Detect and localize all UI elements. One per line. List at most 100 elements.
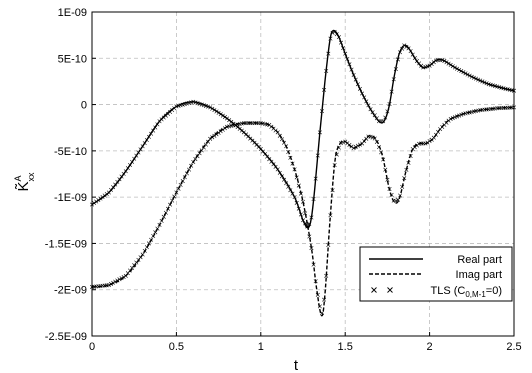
tls-marker (132, 263, 137, 268)
tls-marker (366, 103, 371, 108)
tls-marker (121, 274, 126, 280)
tls-marker (387, 187, 392, 192)
tls-marker (113, 182, 118, 187)
legend-imag-label: Imag part (456, 269, 502, 281)
tls-marker (347, 62, 352, 67)
tls-marker (353, 77, 358, 82)
tls-marker (111, 185, 116, 190)
tls-marker (343, 51, 348, 56)
tls-marker (296, 183, 301, 188)
tls-marker (484, 81, 489, 86)
tls-marker (379, 150, 384, 155)
tls-marker (370, 110, 375, 115)
tls-marker (117, 177, 122, 182)
tls-marker (355, 143, 360, 148)
tls-marker (374, 116, 379, 121)
tls-marker (383, 115, 388, 120)
tls-marker (149, 131, 154, 136)
tls-marker (119, 174, 124, 179)
legend-box (359, 246, 513, 302)
tls-marker (305, 222, 310, 227)
tls-marker (326, 242, 331, 247)
tls-marker (452, 115, 457, 120)
tls-marker (106, 190, 111, 195)
tls-marker (161, 214, 166, 219)
tls-marker (349, 67, 354, 72)
tls-marker (313, 279, 318, 284)
tls-marker (142, 248, 147, 253)
tls-marker (119, 276, 124, 281)
tls-marker (123, 273, 128, 278)
tls-marker (127, 268, 132, 273)
tls-marker (480, 79, 485, 84)
legend-tls-sub: 0,M-1 (465, 290, 486, 299)
tls-marker (199, 148, 204, 153)
tls-marker (191, 159, 196, 164)
tls-marker (336, 145, 341, 150)
tls-marker (444, 60, 449, 65)
tls-marker (296, 206, 301, 211)
tls-marker (115, 278, 120, 283)
tls-marker (286, 149, 291, 155)
tls-marker (123, 169, 128, 174)
tls-marker (427, 139, 432, 144)
legend-markers (371, 287, 393, 293)
tls-marker (347, 142, 352, 147)
tls-marker (391, 77, 396, 82)
tls-marker (212, 108, 217, 113)
y-tick-label: -5E-10 (54, 146, 87, 158)
tls-marker (92, 201, 97, 206)
tls-marker (341, 46, 346, 51)
tls-marker (410, 52, 415, 57)
tls-marker (402, 43, 407, 48)
tls-marker (455, 66, 460, 71)
tls-marker (338, 40, 343, 45)
tls-marker (279, 137, 284, 142)
tls-marker (115, 179, 120, 184)
tls-marker (322, 87, 327, 92)
tls-marker (452, 65, 457, 70)
tls-marker (155, 122, 160, 127)
tls-marker (218, 129, 223, 134)
tls-marker (290, 191, 295, 196)
x-tick-label: 1 (258, 341, 264, 353)
tls-marker (330, 30, 335, 35)
tls-marker (457, 113, 462, 118)
tls-marker (151, 234, 156, 239)
tls-marker (406, 160, 411, 165)
tls-marker (284, 181, 289, 186)
tls-marker (144, 137, 149, 142)
tls-marker (222, 126, 227, 131)
tls-marker (307, 234, 312, 239)
tls-marker (395, 57, 400, 62)
tls-marker (125, 271, 130, 276)
tls-marker (328, 213, 333, 218)
tls-marker (130, 265, 135, 270)
tls-marker (383, 167, 388, 172)
y-tick-label: -2.5E-09 (45, 331, 87, 343)
tls-marker (208, 136, 213, 141)
tls-marker (385, 109, 390, 114)
tls-marker (155, 226, 160, 231)
tls-marker (300, 199, 306, 204)
tls-marker (474, 76, 479, 81)
tls-marker (163, 210, 168, 215)
tls-marker (305, 224, 310, 229)
tls-marker (362, 95, 367, 100)
tls-marker (275, 130, 280, 135)
x-tick-label: 0.5 (169, 341, 184, 353)
tls-marker (355, 82, 360, 87)
tls-marker (343, 139, 348, 144)
tls-marker (174, 190, 179, 195)
legend-tls-marker (387, 287, 393, 293)
tls-marker (334, 152, 339, 157)
tls-marker (400, 184, 405, 189)
tls-marker (425, 140, 430, 145)
tls-marker (178, 182, 183, 187)
tls-marker (324, 68, 329, 74)
tls-marker (111, 280, 116, 285)
tls-marker (387, 101, 392, 106)
tls-marker (94, 199, 99, 204)
tls-marker (288, 155, 293, 160)
